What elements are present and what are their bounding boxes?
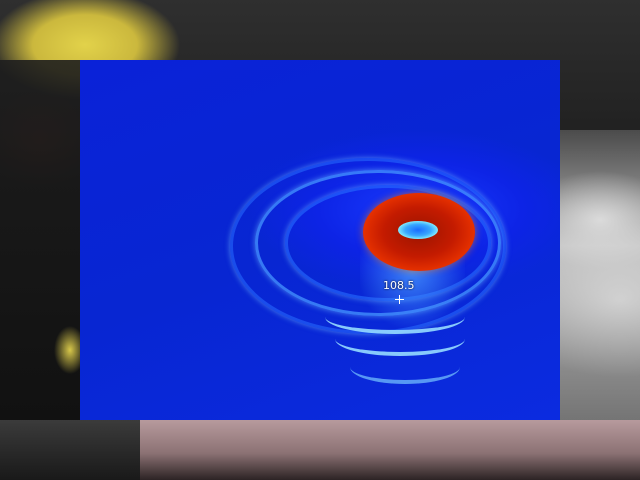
background-right-region [560,130,640,420]
thermal-image-panel: 108.5 [80,60,560,420]
thermal-glow-arc-3 [350,350,460,384]
background-bottom-left-region [0,420,145,480]
background-bottom-region [140,420,640,480]
spot-temperature-readout: 108.5 [383,279,415,292]
hot-spot-ring-center [398,221,438,239]
crosshair-icon [395,295,404,304]
background-left-region [0,60,80,420]
